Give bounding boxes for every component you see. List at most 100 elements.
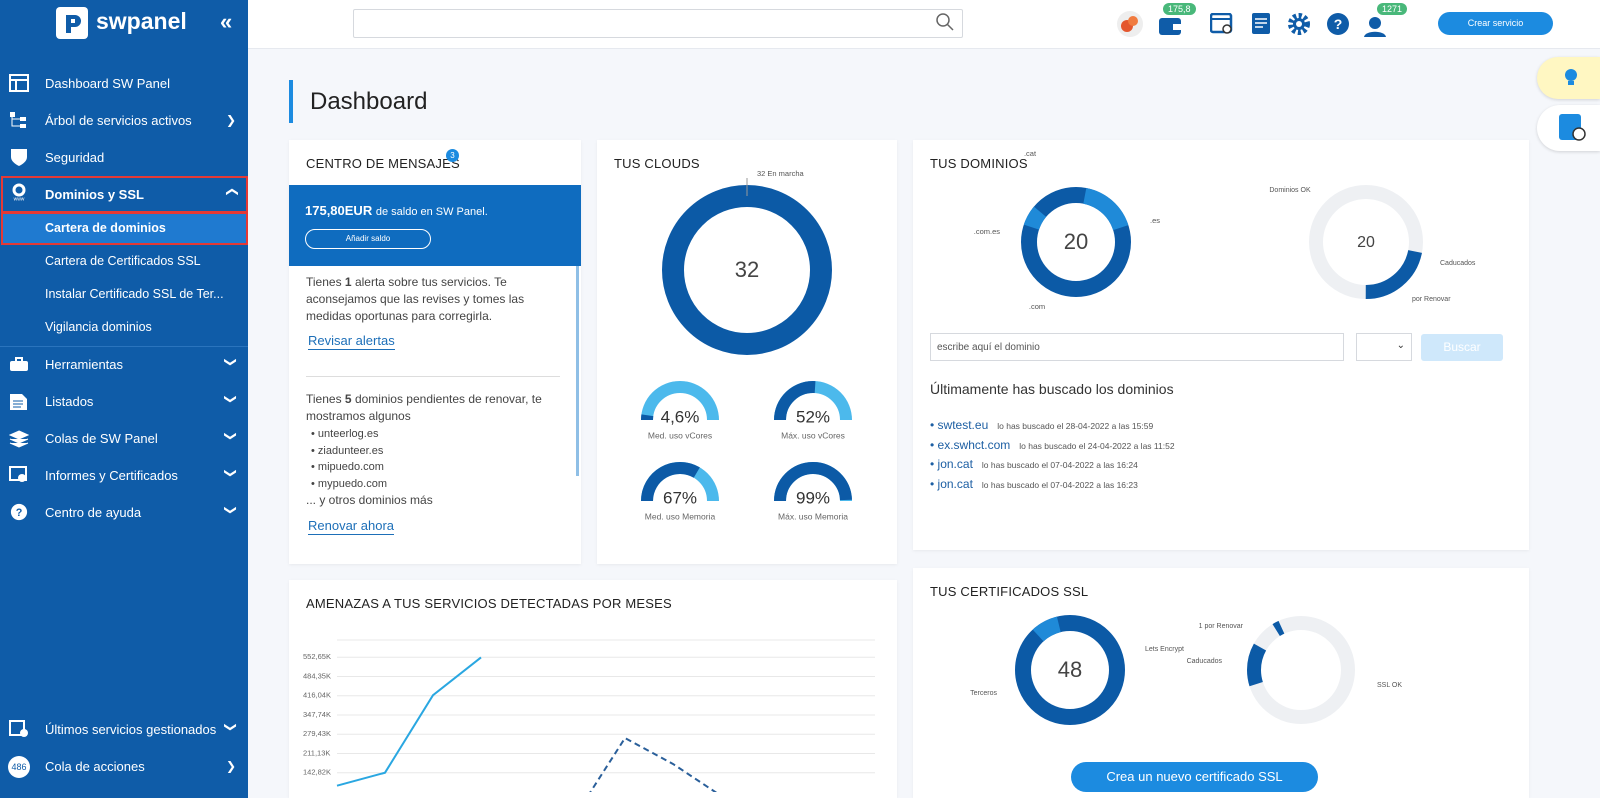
history-domain[interactable]: swtest.eu: [937, 418, 989, 432]
history-row: • jon.cat lo has buscado el 07-04-2022 a …: [930, 457, 1138, 471]
y-tick-label: 416,04K: [303, 691, 331, 700]
nav-item[interactable]: Seguridad: [45, 150, 105, 165]
title-accent: [289, 80, 293, 123]
nav-icon: [11, 149, 27, 166]
nav-item[interactable]: Informes y Certificados: [45, 468, 178, 483]
nav-icon: [10, 394, 27, 410]
threats-chart: 552,65K 484,35K 416,04K 347,74K 279,43K 211,1…: [303, 639, 875, 792]
nav-icon: [9, 74, 29, 92]
subitem-selected-bg: [1, 212, 248, 245]
history-date: lo has buscado el 24-04-2022 a las 11:52: [1019, 440, 1175, 451]
card-title: TUS CLOUDS: [614, 156, 700, 171]
domain-search-icon[interactable]: [1210, 13, 1236, 37]
scrollbar: [576, 266, 579, 476]
nav-icon: [10, 112, 26, 128]
y-tick-label: 142,82K: [303, 768, 331, 777]
series-line: [589, 736, 718, 792]
user-badge: 1271: [1377, 3, 1408, 15]
tips-icon: [1565, 69, 1577, 85]
messages-card: CENTRO DE MENSAJES 3 175,80EUR de saldo …: [289, 140, 581, 564]
y-tick-label: 484,35K: [303, 671, 331, 680]
sub-item[interactable]: Instalar Certificado SSL de Ter...: [45, 287, 224, 301]
ssl-card: TUS CERTIFICADOS SSL Crea un nuevo certi…: [913, 568, 1529, 798]
create-service-button[interactable]: Crear servicio: [1438, 12, 1553, 35]
search-input[interactable]: [353, 9, 963, 38]
history-domain[interactable]: ex.swhct.com: [937, 437, 1011, 452]
nav-icon: [9, 430, 29, 448]
wallet-icon[interactable]: [1158, 15, 1184, 37]
domain-name: mipuedo.com: [317, 461, 384, 473]
history-domain[interactable]: jon.cat: [937, 476, 973, 491]
domain-search-input[interactable]: escribe aquí el dominio: [930, 333, 1344, 361]
renew-text: Tienes 5 dominios pendientes de renovar,…: [306, 391, 556, 425]
search-button[interactable]: Buscar: [1421, 334, 1503, 361]
sub-item[interactable]: Vigilancia dominios: [45, 320, 152, 334]
history-domain[interactable]: jon.cat: [937, 457, 973, 471]
svg-text:?: ?: [16, 507, 23, 519]
history-date: lo has buscado el 28-04-2022 a las 15:59: [997, 421, 1154, 431]
history-row: • ex.swhct.com lo has buscado el 24-04-20…: [930, 437, 1175, 452]
help-icon[interactable]: ?: [1326, 12, 1350, 36]
divider: [0, 346, 248, 347]
pending-domain: • mypuedo.com: [311, 477, 388, 490]
series-line: [336, 656, 482, 787]
tld-select[interactable]: ⌄: [1356, 333, 1412, 361]
invoice-icon[interactable]: [1250, 12, 1272, 36]
nav-item[interactable]: Cola de acciones: [45, 759, 145, 774]
settings-icon[interactable]: [1287, 12, 1311, 36]
nav-item[interactable]: Dashboard SW Panel: [45, 76, 171, 91]
renew-link[interactable]: Renovar ahora: [308, 518, 394, 535]
nav-icon: [10, 357, 28, 371]
alert-text: Tienes 1 alerta sobre tus servicios. Te …: [306, 274, 561, 325]
pending-domain: • unteerlog.es: [311, 428, 379, 440]
alert-pre: Tienes: [306, 275, 342, 289]
nav-item[interactable]: Últimos servicios gestionados: [45, 722, 217, 737]
y-tick-label: 347,74K: [303, 710, 331, 719]
history-date: lo has buscado el 07-04-2022 a las 16:23: [981, 479, 1138, 490]
quick-search-icon: [1559, 114, 1586, 141]
sub-item-active[interactable]: Cartera de dominios: [45, 221, 166, 235]
wallet-badge: 175,8: [1163, 3, 1196, 15]
renew-body: dominios pendientes de renovar, te mostr…: [306, 392, 542, 423]
nav-chevron: ❯: [226, 113, 237, 127]
renew-pre: Tienes: [306, 392, 342, 406]
history-date: lo has buscado el 07-04-2022 a las 16:24: [981, 460, 1138, 470]
nav-item-active[interactable]: Dominios y SSL: [45, 187, 144, 202]
nav-item[interactable]: Árbol de servicios activos: [45, 113, 192, 128]
review-alerts-link[interactable]: Revisar alertas: [308, 333, 395, 350]
balance-text: de saldo en SW Panel.: [375, 206, 488, 218]
collapse-button[interactable]: «: [220, 9, 233, 34]
domain-name: mypuedo.com: [317, 477, 388, 490]
nav-item[interactable]: Herramientas: [45, 357, 124, 372]
nav-chevron: ❯: [224, 721, 239, 733]
svg-text:?: ?: [1334, 16, 1343, 32]
nav-icon: [9, 720, 28, 737]
threats-card: AMENAZAS A TUS SERVICIOS DETECTADAS POR …: [289, 580, 897, 798]
pending-domain: • mipuedo.com: [311, 461, 384, 473]
nav-item[interactable]: Listados: [45, 394, 94, 409]
nav-icon: ?: [10, 503, 28, 521]
create-ssl-button[interactable]: Crea un nuevo certificado SSL: [1071, 762, 1318, 792]
y-tick-label: 211,13K: [303, 748, 330, 757]
messages-badge: 3: [446, 149, 459, 162]
add-balance-button[interactable]: Añadir saldo: [305, 229, 431, 249]
nav-chevron: ❯: [224, 186, 239, 198]
queue-badge: 486: [8, 756, 30, 778]
notification-icon[interactable]: [1116, 10, 1144, 38]
nav-icon: www: [12, 183, 26, 201]
brand-logo: [56, 7, 88, 39]
card-title: TUS CERTIFICADOS SSL: [930, 584, 1089, 599]
user-icon[interactable]: [1362, 14, 1388, 38]
domains-card: TUS DOMINIOS escribe aquí el dominio ⌄ B…: [913, 140, 1529, 550]
card-title: AMENAZAS A TUS SERVICIOS DETECTADAS POR …: [306, 596, 672, 611]
nav-item[interactable]: Centro de ayuda: [45, 505, 142, 520]
pending-domain: • ziadunteer.es: [311, 444, 384, 457]
y-tick-label: 279,43K: [303, 729, 331, 738]
clouds-card: TUS CLOUDS: [597, 140, 897, 564]
brand-name: swpanel: [96, 8, 187, 34]
alert-count: 1: [344, 275, 352, 289]
nav-item[interactable]: Colas de SW Panel: [45, 431, 158, 446]
search-icon[interactable]: [936, 13, 954, 31]
sub-item[interactable]: Cartera de Certificados SSL: [45, 254, 201, 268]
